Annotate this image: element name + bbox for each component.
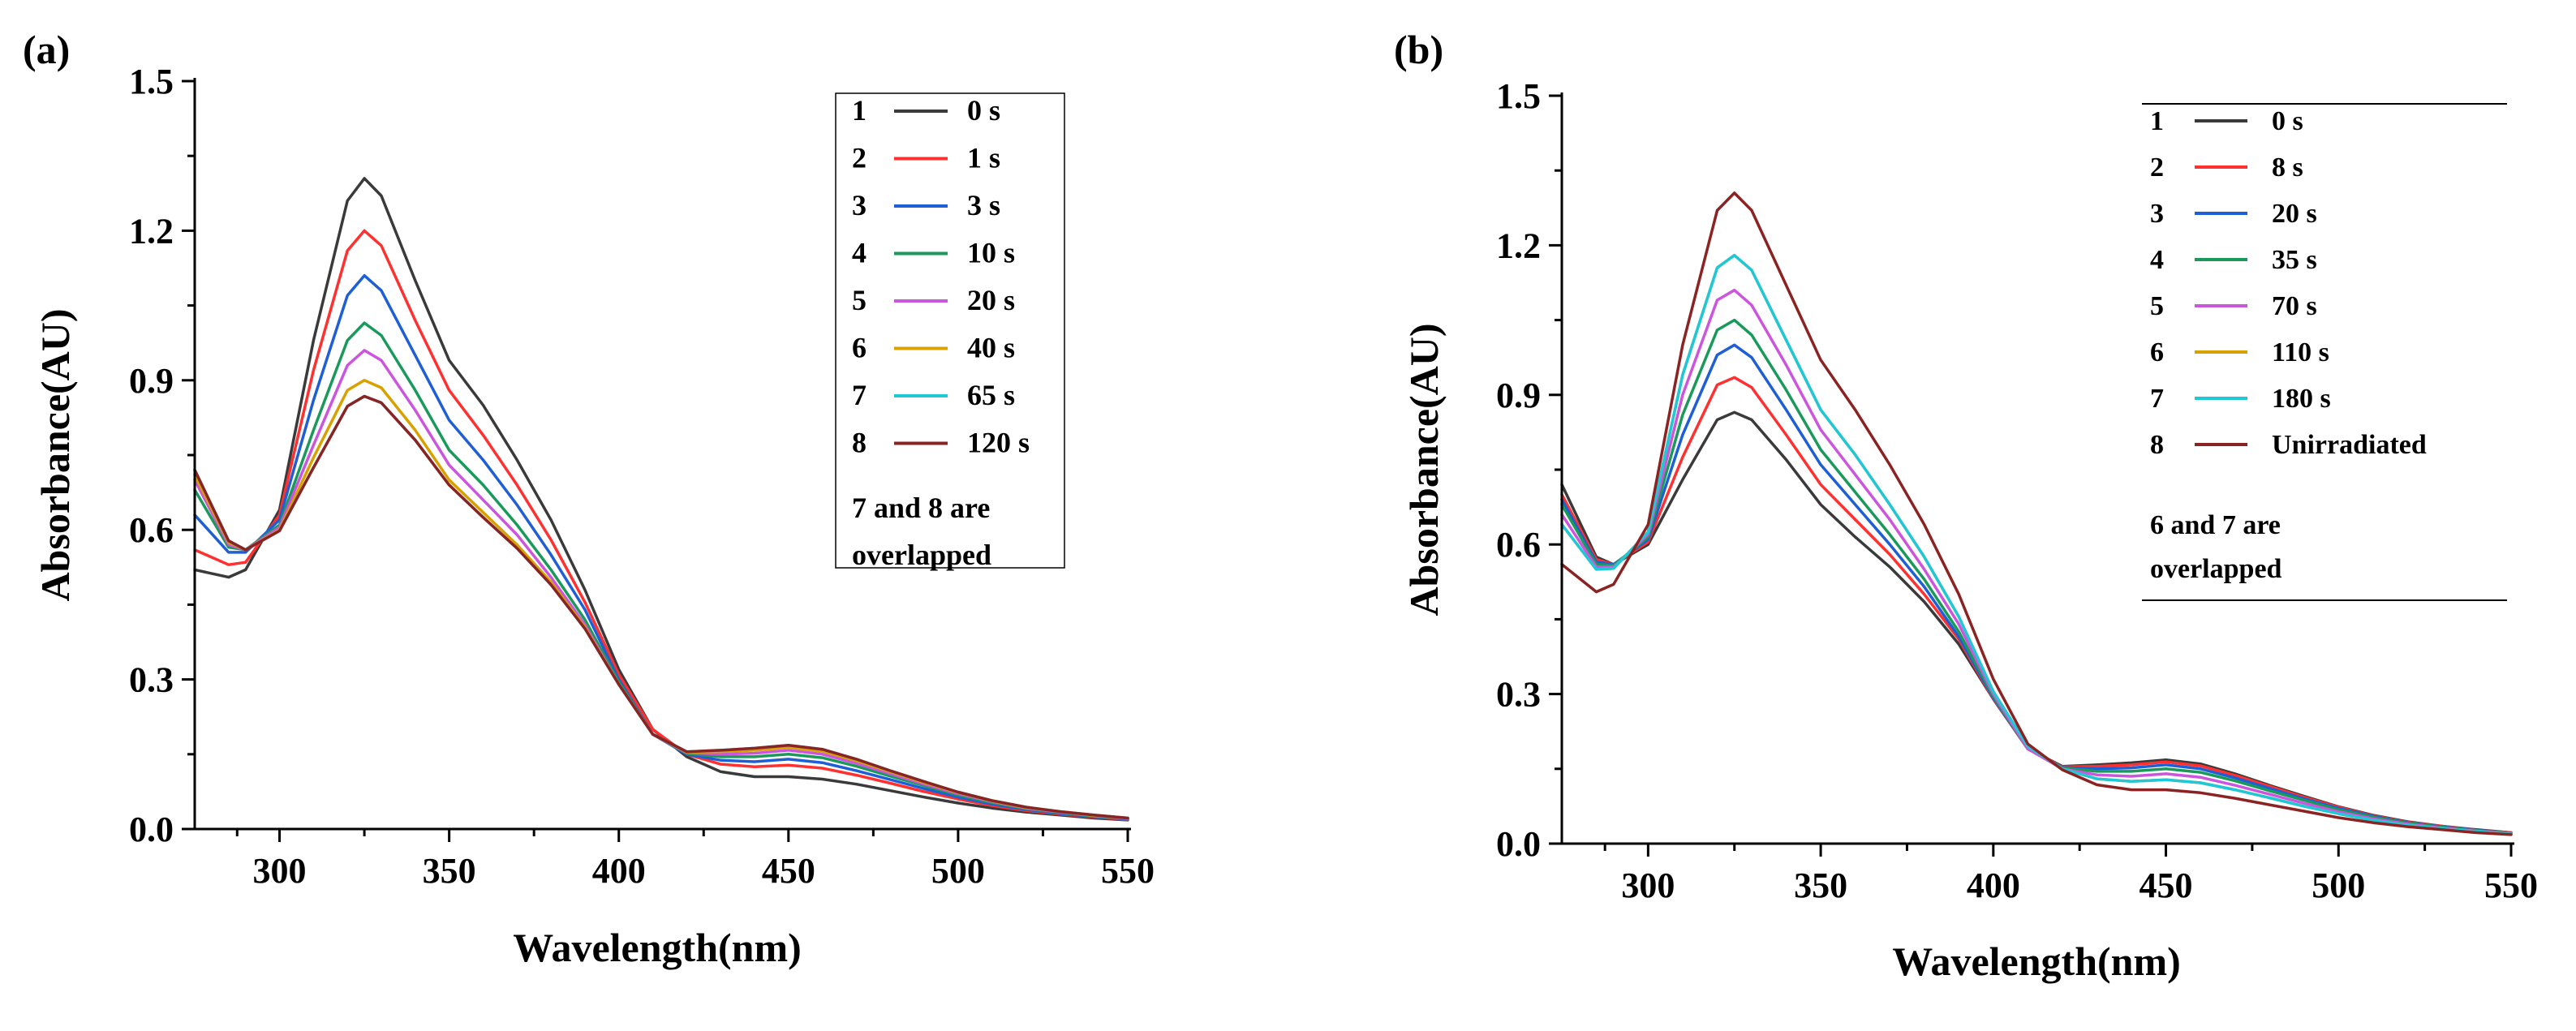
x-tick-label: 300 <box>1621 866 1675 905</box>
series-line-2 <box>193 229 1129 822</box>
legend-label-6: 40 s <box>967 332 1015 364</box>
x-tick-label: 550 <box>2484 866 2538 905</box>
y-tick-label: 0.9 <box>129 361 174 401</box>
y-tick-label: 0.6 <box>129 510 174 550</box>
legend-number-7: 7 <box>2150 384 2164 414</box>
legend-number-5: 5 <box>2150 291 2164 321</box>
x-tick-label: 450 <box>762 851 815 891</box>
x-tick-label: 450 <box>2139 866 2193 905</box>
legend-number-1: 1 <box>2150 106 2164 136</box>
chart-panel-b: 300 350 400 450 500 550 0.0 0.3 0.6 0.9 1.2 1.5 Wave… <box>1401 76 2538 984</box>
legend-label-7: 65 s <box>967 379 1015 411</box>
panel-label-a: (a) <box>23 27 70 72</box>
x-tick-label: 550 <box>1101 851 1155 891</box>
series-line-1 <box>1560 410 2513 835</box>
legend-label-3: 20 s <box>2272 199 2317 229</box>
y-tick-label: 0.3 <box>1496 675 1541 715</box>
legend: 1 0 s 2 8 s 3 20 s 4 35 s 5 70 s 6 110 s 7 180 s 8 Unir… <box>2142 103 2507 601</box>
x-tick-label: 350 <box>1794 866 1847 905</box>
legend-number-8: 8 <box>852 427 867 459</box>
legend-number-2: 2 <box>2150 153 2164 183</box>
series-line-4 <box>1560 318 2513 835</box>
x-axis-title: Wavelength(nm) <box>513 925 802 970</box>
series-line-6 <box>1560 253 2513 836</box>
y-axis-title: Absorbance(AU) <box>32 308 78 601</box>
series-line-7 <box>1560 253 2513 836</box>
legend-label-4: 35 s <box>2272 245 2317 275</box>
legend-label-5: 20 s <box>967 284 1015 316</box>
legend-note: 6 and 7 are <box>2150 510 2281 540</box>
legend-label-6: 110 s <box>2272 337 2329 367</box>
legend-note: overlapped <box>852 539 991 571</box>
series-line-3 <box>1560 343 2513 835</box>
y-tick-label: 1.5 <box>129 62 174 101</box>
y-tick-label: 1.2 <box>1496 226 1541 265</box>
legend-label-3: 3 s <box>967 189 1000 221</box>
legend-note: 7 and 8 are <box>852 492 990 524</box>
x-tick-label: 400 <box>1967 866 2020 905</box>
legend-label-5: 70 s <box>2272 291 2317 321</box>
x-tick-label: 500 <box>2312 866 2365 905</box>
legend-number-2: 2 <box>852 142 867 174</box>
legend-note: overlapped <box>2150 554 2282 584</box>
legend-label-8: 120 s <box>967 427 1030 459</box>
legend-label-8: Unirradiated <box>2272 430 2427 460</box>
legend-number-7: 7 <box>852 379 867 411</box>
panel-label-b: (b) <box>1394 27 1443 72</box>
x-tick-label: 350 <box>423 851 476 891</box>
chart-panel-a: 300 350 400 450 500 550 0.0 0.3 0.6 0.9 1.2 1.5 Wave… <box>32 62 1155 970</box>
x-axis-title: Wavelength(nm) <box>1892 939 2181 984</box>
series-line-8 <box>193 394 1129 820</box>
series-line-8 <box>1560 191 2513 836</box>
y-tick-label: 0.9 <box>1496 376 1541 415</box>
legend-label-1: 0 s <box>967 94 1000 127</box>
y-tick-label: 1.5 <box>1496 76 1541 116</box>
legend-label-4: 10 s <box>967 237 1015 269</box>
legend-number-8: 8 <box>2150 430 2164 460</box>
legend-number-6: 6 <box>2150 337 2164 367</box>
y-axis-title: Absorbance(AU) <box>1401 323 1447 616</box>
legend-label-2: 1 s <box>967 142 1000 174</box>
legend-number-3: 3 <box>852 189 867 221</box>
y-tick-label: 1.2 <box>129 211 174 251</box>
x-tick-label: 500 <box>931 851 985 891</box>
legend-frame <box>835 92 1065 569</box>
legend-number-6: 6 <box>852 332 867 364</box>
legend-label-1: 0 s <box>2272 106 2303 136</box>
legend-number-4: 4 <box>852 237 867 269</box>
y-tick-label: 0.0 <box>1496 824 1541 864</box>
y-tick-label: 0.6 <box>1496 525 1541 565</box>
legend-number-5: 5 <box>852 284 867 316</box>
y-tick-label: 0.0 <box>129 810 174 849</box>
legend-label-7: 180 s <box>2272 384 2331 414</box>
legend-number-4: 4 <box>2150 245 2164 275</box>
legend-number-1: 1 <box>852 94 867 127</box>
legend-label-2: 8 s <box>2272 153 2303 183</box>
y-tick-label: 0.3 <box>129 660 174 700</box>
x-tick-label: 300 <box>253 851 307 891</box>
x-tick-label: 400 <box>592 851 646 891</box>
legend-number-3: 3 <box>2150 199 2164 229</box>
